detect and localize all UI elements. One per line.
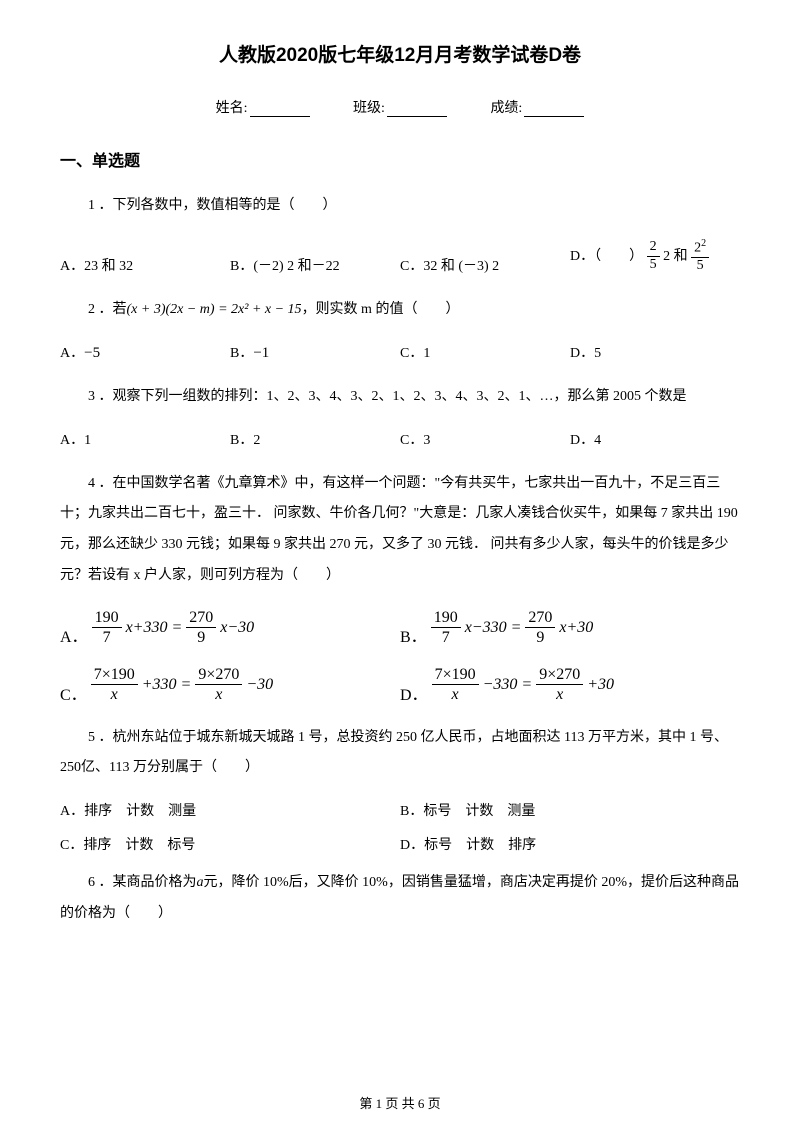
eq-mid: −330 = bbox=[483, 676, 533, 694]
frac-den: 9 bbox=[525, 628, 555, 647]
q5-opts-row1: A．排序 计数 测量 B．标号 计数 测量 bbox=[60, 800, 740, 820]
frac-num: 9×270 bbox=[195, 665, 242, 685]
frac-num: 7×190 bbox=[432, 665, 479, 685]
q2-suffix: ，则实数 m 的值（ ） bbox=[302, 302, 460, 317]
q1-options: A．23 和 32 B．(－2) 2 和－22 C．32 和 (－3) 2 D．… bbox=[60, 238, 740, 275]
q1-frac1: 25 bbox=[647, 239, 660, 274]
q1-mid: 2 和 bbox=[663, 249, 688, 264]
frac-num: 190 bbox=[431, 608, 461, 628]
name-label: 姓名: bbox=[216, 101, 248, 116]
frac-num: 270 bbox=[525, 608, 555, 628]
q3-optA: A．1 bbox=[60, 429, 230, 449]
frac-den: 9 bbox=[186, 628, 216, 647]
frac-den: x bbox=[432, 685, 479, 704]
eq-end: x−30 bbox=[220, 619, 254, 637]
q2-expr: (x + 3)(2x − m) = 2x² + x − 15 bbox=[127, 302, 302, 317]
q6-text: 6 ．某商品价格为a元，降价 10%后，又降价 10%，因销售量猛增，商店决定再… bbox=[60, 868, 740, 930]
q3-options: A．1 B．2 C．3 D．4 bbox=[60, 429, 740, 449]
q4-optA: A． 1907 x+330 = 2709 x−30 bbox=[60, 608, 400, 647]
q3-text: 3 ．观察下列一组数的排列：1、2、3、4、3、2、1、2、3、4、3、2、1、… bbox=[60, 382, 740, 413]
opt-letter: A． bbox=[60, 346, 84, 361]
frac-den: 5 bbox=[691, 258, 709, 275]
frac-num-sup: 2 bbox=[701, 238, 706, 249]
score-blank[interactable] bbox=[524, 103, 584, 117]
frac-num: 22 bbox=[691, 238, 709, 258]
opt-letter: B． bbox=[230, 346, 253, 361]
opt-val: −5 bbox=[84, 345, 100, 361]
q4-optC: C． 7×190x +330 = 9×270x −30 bbox=[60, 665, 400, 704]
opt-letter: D． bbox=[400, 681, 428, 705]
q5-opts-row2: C．排序 计数 标号 D．标号 计数 排序 bbox=[60, 834, 740, 854]
q6-var: a bbox=[197, 875, 204, 890]
q1-optC: C．32 和 (－3) 2 bbox=[400, 255, 570, 275]
page-title: 人教版2020版七年级12月月考数学试卷D卷 bbox=[60, 40, 740, 67]
q5-optC: C．排序 计数 标号 bbox=[60, 834, 400, 854]
q5-optD: D．标号 计数 排序 bbox=[400, 834, 740, 854]
q5-optA: A．排序 计数 测量 bbox=[60, 800, 400, 820]
eq-mid: +330 = bbox=[142, 676, 192, 694]
eq-end: +30 bbox=[587, 676, 614, 694]
score-label: 成绩: bbox=[490, 101, 522, 116]
q2-optC: C．1 bbox=[400, 342, 570, 362]
q6-prefix: 6 ．某商品价格为 bbox=[88, 875, 197, 890]
opt-letter: B． bbox=[400, 623, 427, 647]
q3-optC: C．3 bbox=[400, 429, 570, 449]
header-fields: 姓名: 班级: 成绩: bbox=[60, 97, 740, 117]
section-title: 一、单选题 bbox=[60, 147, 740, 171]
q4-optB: B． 1907 x−330 = 2709 x+30 bbox=[400, 608, 740, 647]
q4-opts-row1: A． 1907 x+330 = 2709 x−30 B． 1907 x−330 … bbox=[60, 608, 740, 647]
q5-optB: B．标号 计数 测量 bbox=[400, 800, 740, 820]
eq-end: −30 bbox=[246, 676, 273, 694]
q2-options: A．−5 B．−1 C．1 D．5 bbox=[60, 342, 740, 362]
q1-optA: A．23 和 32 bbox=[60, 255, 230, 275]
q2-optB: B．−1 bbox=[230, 342, 400, 362]
eq-end: x+30 bbox=[559, 619, 593, 637]
opt-letter: C． bbox=[60, 681, 87, 705]
frac-den: 5 bbox=[647, 257, 660, 274]
class-blank[interactable] bbox=[387, 103, 447, 117]
frac-num: 2 bbox=[647, 239, 660, 257]
q4-optD: D． 7×190x −330 = 9×270x +30 bbox=[400, 665, 740, 704]
q1-text: 1 ．下列各数中，数值相等的是（ ） bbox=[60, 191, 740, 222]
q3-optB: B．2 bbox=[230, 429, 400, 449]
opt-letter: A． bbox=[60, 623, 88, 647]
page-footer: 第 1 页 共 6 页 bbox=[0, 1093, 800, 1112]
class-label: 班级: bbox=[353, 101, 385, 116]
opt-val: −1 bbox=[253, 345, 269, 361]
frac-den: x bbox=[536, 685, 583, 704]
q1-frac2: 225 bbox=[691, 238, 709, 275]
q3-optD: D．4 bbox=[570, 429, 740, 449]
eq-mid: x+330 = bbox=[126, 619, 183, 637]
frac-den: 7 bbox=[431, 628, 461, 647]
q2-text: 2 ．若(x + 3)(2x − m) = 2x² + x − 15，则实数 m… bbox=[60, 295, 740, 326]
frac-num: 190 bbox=[92, 608, 122, 628]
q5-text: 5 ．杭州东站位于城东新城天城路 1 号，总投资约 250 亿人民币，占地面积达… bbox=[60, 723, 740, 785]
frac-num: 9×270 bbox=[536, 665, 583, 685]
q2-optD: D．5 bbox=[570, 342, 740, 362]
q1-optD: D．（ ） 25 2 和 225 bbox=[570, 238, 740, 275]
name-blank[interactable] bbox=[250, 103, 310, 117]
q2-prefix: 2 ．若 bbox=[88, 302, 127, 317]
q4-opts-row2: C． 7×190x +330 = 9×270x −30 D． 7×190x −3… bbox=[60, 665, 740, 704]
frac-num: 7×190 bbox=[91, 665, 138, 685]
frac-den: x bbox=[195, 685, 242, 704]
frac-den: x bbox=[91, 685, 138, 704]
frac-den: 7 bbox=[92, 628, 122, 647]
q2-optA: A．−5 bbox=[60, 342, 230, 362]
q4-text: 4 ．在中国数学名著《九章算术》中，有这样一个问题："今有共买牛，七家共出一百九… bbox=[60, 469, 740, 592]
q1-optB: B．(－2) 2 和－22 bbox=[230, 255, 400, 275]
frac-num: 270 bbox=[186, 608, 216, 628]
eq-mid: x−330 = bbox=[465, 619, 522, 637]
q1-optD-prefix: D．（ ） bbox=[570, 249, 643, 264]
